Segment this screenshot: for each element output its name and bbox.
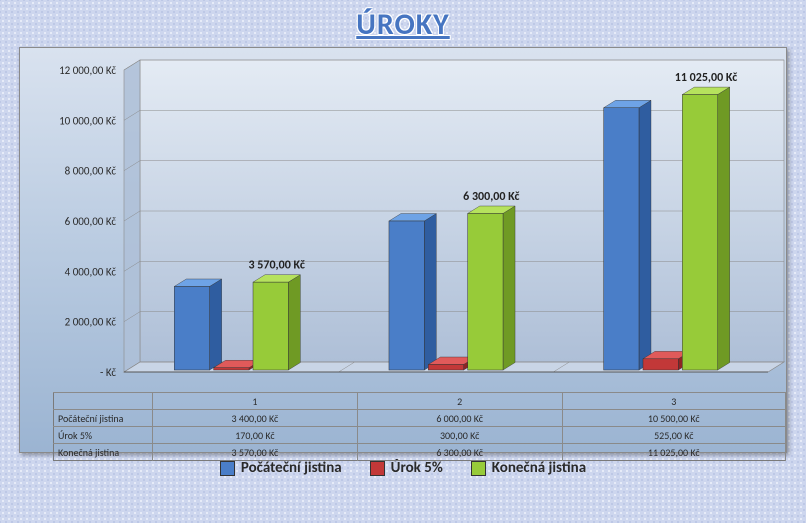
table-corner [54,393,153,410]
bar [428,364,463,370]
title-wrap: ÚROKY [356,6,449,43]
outer-frame: ÚROKY - Kč 2 000,00 Kč 4 000,00 Kč 6 000,00… [0,0,806,523]
table-cell: 6 300,00 Kč [357,444,562,461]
data-table: 123 Počáteční jistina3 400,00 Kč6 000,00 … [53,392,786,461]
y-axis-label: 6 000,00 Kč [65,215,117,228]
value-label: 11 025,00 Kč [675,71,737,85]
table-cell: 11 025,00 Kč [562,444,785,461]
table-cell: 525,00 Kč [562,427,785,444]
value-label: 3 570,00 Kč [249,259,305,273]
bar [682,95,717,370]
y-axis-label: 8 000,00 Kč [65,165,117,178]
value-label: 6 300,00 Kč [463,190,519,204]
table-row-label: Úrok 5% [54,427,153,444]
bar [468,213,503,370]
bar [174,286,209,370]
table-cell: 6 000,00 Kč [357,410,562,427]
bar [389,221,424,370]
table-col-header: 2 [357,393,562,410]
y-axis-label: 2 000,00 Kč [65,316,117,329]
legend: Počáteční jistina Úrok 5% Konečná jistina [220,459,586,477]
table-cell: 10 500,00 Kč [562,410,785,427]
table-cell: 170,00 Kč [153,427,358,444]
bar [253,282,288,370]
table-cell: 3 400,00 Kč [153,410,358,427]
table-row-label: Počáteční jistina [54,410,153,427]
bar [643,359,678,370]
bar [604,108,639,370]
legend-label: Konečná jistina [492,459,586,477]
legend-swatch [471,461,486,476]
legend-label: Počáteční jistina [241,459,342,477]
table-cell: 300,00 Kč [357,427,562,444]
legend-item: Konečná jistina [471,459,586,477]
y-axis-label: - Kč [100,366,116,379]
legend-item: Úrok 5% [370,459,443,477]
table-cell: 3 570,00 Kč [153,444,358,461]
y-axis-label: 4 000,00 Kč [65,265,117,278]
bar [214,368,249,370]
legend-label: Úrok 5% [391,459,443,477]
table-col-header: 1 [153,393,358,410]
table-row-label: Konečná jistina [54,444,153,461]
table-col-header: 3 [562,393,785,410]
y-axis-label: 10 000,00 Kč [59,114,116,127]
legend-swatch [220,461,235,476]
y-axis-label: 12 000,00 Kč [59,64,116,77]
chart-title: ÚROKY [356,6,449,43]
chart-panel: - Kč 2 000,00 Kč 4 000,00 Kč 6 000,00 Kč 8 0… [19,47,787,453]
legend-swatch [370,461,385,476]
legend-item: Počáteční jistina [220,459,342,477]
